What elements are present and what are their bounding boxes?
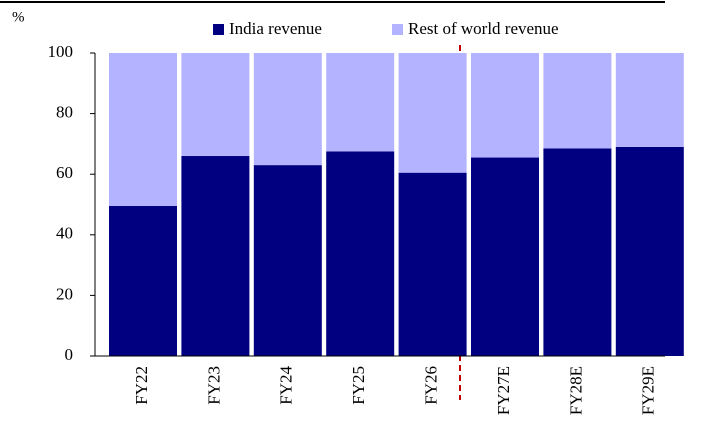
bar-segment (326, 151, 395, 356)
bar-segment (398, 172, 467, 356)
x-tick-label: FY27E (494, 366, 513, 415)
bar-segment (181, 53, 250, 157)
bar-segment (181, 156, 250, 356)
bar-segment (471, 53, 539, 158)
x-tick-label: FY22 (132, 366, 151, 405)
y-tick-label: 0 (65, 345, 74, 364)
x-tick-label: FY29E (639, 366, 658, 415)
bar-segment (398, 53, 467, 173)
y-tick-label: 60 (56, 163, 73, 182)
y-tick-label: 100 (48, 42, 74, 61)
legend-label: India revenue (229, 19, 322, 38)
bar-segment (615, 146, 684, 356)
y-tick-label: 40 (56, 224, 73, 243)
legend-swatch (213, 24, 224, 35)
bar-segment (471, 157, 539, 356)
bar-segment (109, 206, 177, 356)
x-tick-label: FY25 (349, 366, 368, 405)
y-axis-label: % (12, 9, 25, 25)
legend-label: Rest of world revenue (408, 19, 559, 38)
bar-segment (326, 53, 395, 152)
x-tick-label: FY23 (204, 366, 223, 405)
bar-segment (253, 165, 322, 356)
bar-segment (543, 148, 612, 356)
x-tick-label: FY28E (566, 366, 585, 415)
bar-segment (109, 53, 177, 207)
y-tick-label: 20 (56, 284, 73, 303)
bar-segment (615, 53, 684, 147)
x-tick-label: FY26 (422, 366, 441, 405)
x-tick-label: FY24 (277, 366, 296, 405)
legend-swatch (392, 24, 403, 35)
bar-segment (543, 53, 612, 149)
y-tick-label: 80 (56, 103, 73, 122)
bar-segment (253, 53, 322, 166)
